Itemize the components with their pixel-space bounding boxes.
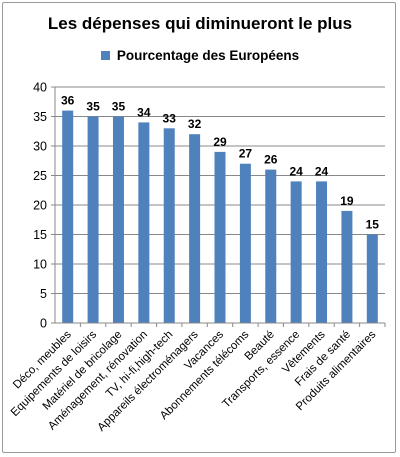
y-tick-label: 30 — [33, 140, 47, 154]
data-label: 27 — [239, 147, 253, 161]
bar — [189, 134, 201, 323]
data-label: 26 — [264, 153, 278, 167]
bars-layer — [62, 110, 378, 324]
data-label: 29 — [213, 135, 227, 149]
bar — [87, 116, 99, 323]
data-label: 36 — [61, 94, 75, 108]
bar — [163, 128, 175, 323]
data-label: 35 — [86, 100, 100, 114]
data-label: 24 — [289, 164, 303, 178]
bar — [366, 234, 378, 323]
legend-label: Pourcentage des Européens — [116, 48, 300, 63]
bar — [239, 163, 251, 323]
data-label: 32 — [188, 117, 202, 131]
data-label: 15 — [366, 218, 380, 232]
chart-legend: Pourcentage des Européens — [0, 48, 400, 63]
labels-layer: 36 35 35 34 33 32 29 27 26 24 24 19 15 — [61, 94, 379, 232]
bar — [341, 210, 353, 323]
data-label: 24 — [315, 164, 329, 178]
y-tick-label: 10 — [33, 258, 47, 272]
y-tick-label: 35 — [33, 110, 47, 124]
y-tick-label: 40 — [33, 81, 47, 95]
y-tick-label: 20 — [33, 199, 47, 213]
bar — [62, 110, 74, 323]
data-label: 19 — [340, 194, 354, 208]
legend-swatch — [100, 51, 110, 60]
data-label: 34 — [137, 105, 151, 119]
data-label: 35 — [112, 100, 126, 114]
bar — [290, 181, 302, 323]
data-label: 33 — [163, 111, 177, 125]
bar — [214, 151, 226, 323]
y-tick-label: 0 — [40, 317, 47, 331]
bar — [316, 181, 328, 323]
y-tick-label: 25 — [33, 169, 47, 183]
bar — [265, 169, 277, 323]
y-tick-label: 15 — [33, 228, 47, 242]
chart-title: Les dépenses qui diminueront le plus — [47, 14, 353, 33]
bar — [112, 116, 124, 323]
y-tick-label: 5 — [40, 287, 47, 301]
bar — [138, 122, 150, 324]
